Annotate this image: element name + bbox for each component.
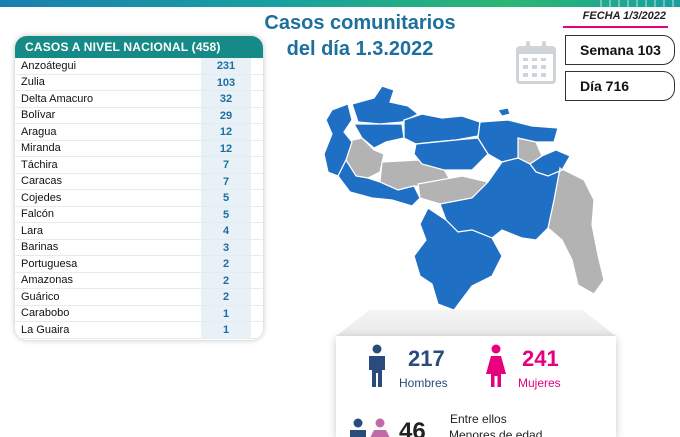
map-region-lara — [352, 123, 405, 149]
state-value: 2 — [201, 272, 251, 288]
title-line-2: del día 1.3.2022 — [286, 38, 434, 60]
state-row: Barinas 3 — [15, 239, 263, 256]
report-date: FECHA 1/3/2022 — [582, 10, 666, 22]
state-name: Cojedes — [21, 191, 62, 204]
state-value: 32 — [201, 91, 251, 107]
venezuela-map — [323, 85, 605, 311]
state-name: Guárico — [21, 290, 60, 303]
state-row: Táchira 7 — [15, 157, 263, 174]
women-label: Mujeres — [518, 376, 561, 390]
state-row: Anzoátegui 231 — [15, 58, 263, 75]
state-value: 231 — [201, 58, 251, 74]
week-badge: Semana 103 — [565, 35, 675, 65]
map-region-falcon — [351, 85, 420, 125]
state-row: La Guaira 1 — [15, 322, 263, 339]
banner-pattern — [600, 0, 680, 7]
state-row: Cojedes 5 — [15, 190, 263, 207]
state-value: 1 — [201, 322, 251, 338]
state-row: Zulia 103 — [15, 74, 263, 91]
state-row: Lara 4 — [15, 223, 263, 240]
state-name: Delta Amacuro — [21, 92, 94, 105]
state-name: Amazonas — [21, 274, 73, 287]
women-count: 241 — [522, 346, 559, 371]
men-count: 217 — [408, 346, 445, 371]
minors-line-1: Entre ellos — [450, 412, 507, 426]
map-region-nueva-esparta — [497, 107, 511, 117]
minors-icon — [350, 418, 390, 437]
state-value: 1 — [201, 305, 251, 321]
state-row: Portuguesa 2 — [15, 256, 263, 273]
minors-line-2: Menores de edad — [449, 428, 543, 437]
state-value: 2 — [201, 256, 251, 272]
state-name: Anzoátegui — [21, 59, 77, 72]
national-cases-panel: CASOS A NIVEL NACIONAL (458) Anzoátegui 2… — [15, 36, 263, 340]
state-name: Portuguesa — [21, 257, 78, 270]
state-name: Caracas — [21, 175, 62, 188]
day-label: Día 716 — [580, 78, 630, 94]
state-value: 7 — [201, 173, 251, 189]
state-row: Delta Amacuro 32 — [15, 91, 263, 108]
day-badge: Día 716 — [565, 71, 675, 101]
state-value: 7 — [201, 157, 251, 173]
map-region-east — [477, 119, 559, 163]
map-region-amazonas — [413, 207, 503, 311]
map-region-guarico — [413, 137, 489, 171]
state-value: 4 — [201, 223, 251, 239]
state-value: 103 — [201, 74, 251, 90]
state-value: 5 — [201, 206, 251, 222]
state-name: Aragua — [21, 125, 57, 138]
state-value: 12 — [201, 140, 251, 156]
national-cases-heading: CASOS A NIVEL NACIONAL (458) — [15, 36, 263, 58]
state-name: La Guaira — [21, 323, 70, 336]
state-name: Barinas — [21, 241, 59, 254]
men-label: Hombres — [399, 376, 448, 390]
state-row: Falcón 5 — [15, 206, 263, 223]
state-value: 3 — [201, 239, 251, 255]
state-name: Carabobo — [21, 307, 70, 320]
state-row: Caracas 7 — [15, 173, 263, 190]
state-name: Lara — [21, 224, 44, 237]
date-underline — [563, 26, 668, 28]
state-row: Carabobo 1 — [15, 305, 263, 322]
state-row: Amazonas 2 — [15, 272, 263, 289]
top-banner — [0, 0, 680, 7]
state-list: Anzoátegui 231 Zulia 103 Delta Amacuro 32 Bolí… — [15, 58, 263, 339]
week-label: Semana 103 — [580, 42, 661, 58]
state-name: Falcón — [21, 208, 55, 221]
state-row: Miranda 12 — [15, 140, 263, 157]
title-line-1: Casos comunitarios — [264, 12, 456, 34]
man-icon — [369, 344, 385, 387]
state-row: Bolívar 29 — [15, 107, 263, 124]
state-name: Miranda — [21, 142, 61, 155]
stats-plinth-top — [336, 310, 616, 336]
page-title: Casos comunitarios del día 1.3.2022 — [240, 10, 480, 62]
calendar-icon — [516, 41, 556, 84]
state-value: 29 — [201, 107, 251, 123]
state-value: 2 — [201, 289, 251, 305]
state-name: Táchira — [21, 158, 58, 171]
state-name: Zulia — [21, 76, 45, 89]
state-row: Aragua 12 — [15, 124, 263, 141]
state-value: 12 — [201, 124, 251, 140]
state-name: Bolívar — [21, 109, 56, 122]
woman-icon — [486, 344, 506, 387]
minors-count: 46 — [399, 418, 426, 437]
state-value: 5 — [201, 190, 251, 206]
map-region-andes — [337, 158, 421, 207]
state-row: Guárico 2 — [15, 289, 263, 306]
